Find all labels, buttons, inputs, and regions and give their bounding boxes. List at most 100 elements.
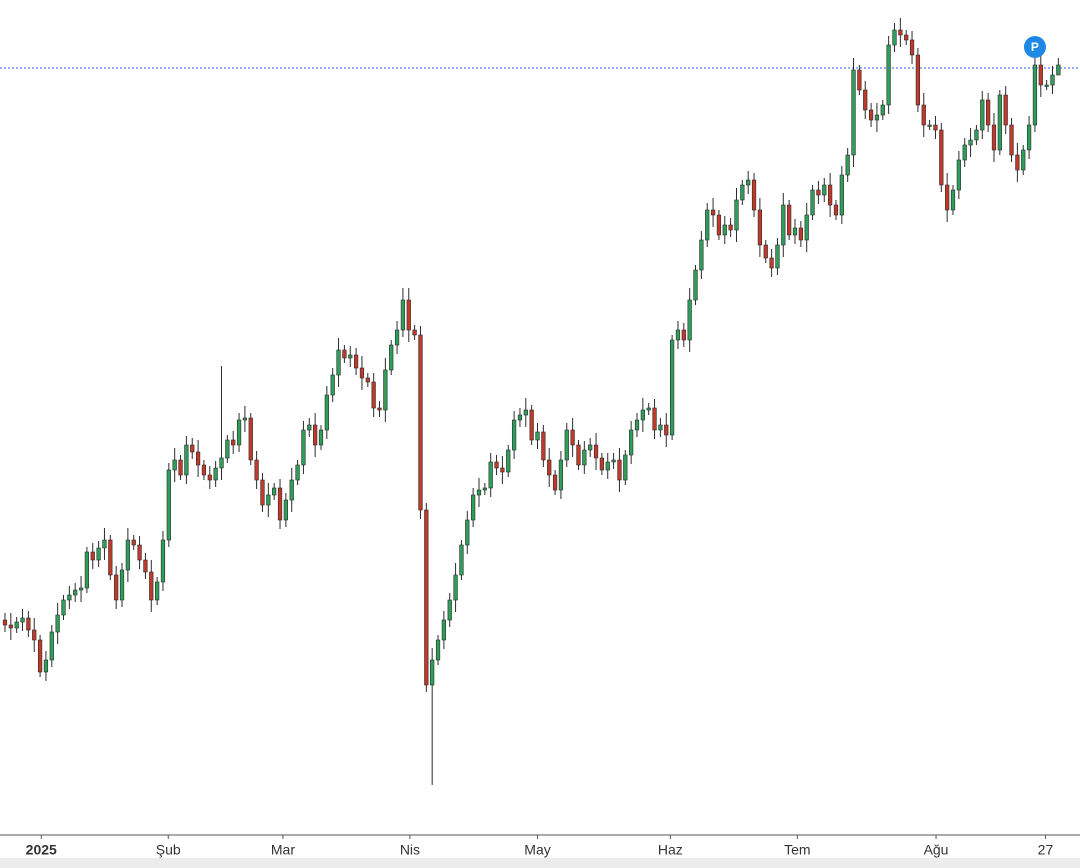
candle-body (868, 109, 874, 121)
candle-body (266, 494, 271, 506)
candle-body (195, 451, 201, 466)
marker-badge (1023, 36, 1046, 58)
candle-body (593, 444, 599, 459)
candle-body (84, 551, 90, 589)
candle-body (523, 409, 528, 416)
candle-body (962, 144, 967, 161)
candle-body (986, 99, 991, 126)
candle-body (412, 329, 417, 336)
candle-body (541, 431, 546, 461)
candle-body (225, 439, 230, 459)
candle-body (617, 459, 622, 481)
candle-body (353, 354, 359, 369)
candle-body (576, 444, 581, 466)
candle-body (558, 459, 564, 491)
candle-body (945, 184, 950, 211)
candle-body (974, 129, 979, 141)
candle-body (728, 224, 733, 231)
candle-body (383, 369, 388, 411)
candle-body (500, 467, 505, 473)
candle-body (547, 459, 552, 476)
candle-body (131, 539, 136, 546)
candle-body (14, 621, 19, 629)
candle-body (1050, 74, 1055, 86)
candle-body (324, 394, 329, 431)
x-tick-label: May (524, 842, 550, 858)
candle-body (359, 367, 365, 379)
candle-body (459, 544, 464, 576)
candle-body (184, 444, 189, 476)
x-tick-label: Haz (658, 842, 683, 858)
candle-body (804, 214, 809, 241)
candle-body (313, 424, 318, 446)
candle-body (447, 599, 452, 621)
candle-body (599, 457, 604, 471)
candle-body (991, 124, 997, 151)
candle-body (8, 624, 13, 629)
candle-body (37, 639, 43, 673)
candle-body (435, 639, 441, 661)
candle-body (956, 159, 961, 191)
candle-body (564, 429, 569, 461)
candle-body (705, 209, 710, 241)
candle-body (219, 457, 224, 469)
candle-body (845, 154, 850, 176)
candle-body (307, 424, 312, 431)
candle-body (453, 574, 458, 601)
candle-body (231, 439, 236, 446)
candle-body (763, 244, 768, 259)
candle-body (506, 449, 511, 473)
candle-body (927, 124, 932, 127)
candle-body (816, 189, 821, 196)
x-tick-label: Şub (156, 842, 181, 858)
candle-body (377, 407, 382, 411)
candle-body (73, 589, 78, 596)
candle-body (939, 129, 944, 186)
candle-body (787, 204, 792, 236)
candle-body (997, 94, 1002, 151)
candle-body (710, 209, 716, 216)
candle-body (623, 454, 628, 481)
candle-body (740, 184, 745, 201)
candle-body (933, 124, 938, 131)
candle-body (980, 99, 985, 131)
candle-body (2, 619, 8, 626)
candle-body (1056, 64, 1061, 76)
candle-body (348, 354, 353, 359)
candle-body (863, 89, 868, 111)
x-tick-label: Nis (400, 842, 420, 858)
candle-body (55, 614, 60, 633)
candle-body (699, 239, 704, 271)
candle-body (1015, 154, 1020, 171)
candle-body (330, 374, 335, 396)
candle-body (605, 461, 610, 471)
candle-body (418, 334, 423, 511)
candle-body (400, 299, 406, 331)
candle-body (155, 581, 160, 601)
candle-body (775, 244, 780, 269)
candle-body (968, 139, 973, 146)
candle-body (874, 114, 880, 121)
candle-body (822, 184, 827, 196)
candle-body (769, 257, 774, 269)
candle-body (61, 599, 66, 616)
candle-body (406, 299, 411, 331)
candle-body (365, 377, 370, 383)
candle-body (207, 474, 212, 481)
candle-body (248, 417, 253, 461)
candle-body (125, 539, 130, 571)
candle-body (570, 429, 575, 446)
candle-body (1009, 124, 1014, 156)
candle-body (640, 409, 645, 421)
x-tick-label: 2025 (26, 842, 57, 858)
candle-body (833, 204, 839, 216)
candle-body (108, 539, 113, 576)
candle-body (781, 204, 786, 246)
candle-body (921, 104, 926, 126)
candle-body (272, 487, 277, 496)
candle-body (201, 464, 207, 476)
candle-body (178, 459, 183, 476)
candle-body (371, 381, 376, 409)
candle-body (880, 104, 885, 116)
candle-body (283, 499, 288, 521)
